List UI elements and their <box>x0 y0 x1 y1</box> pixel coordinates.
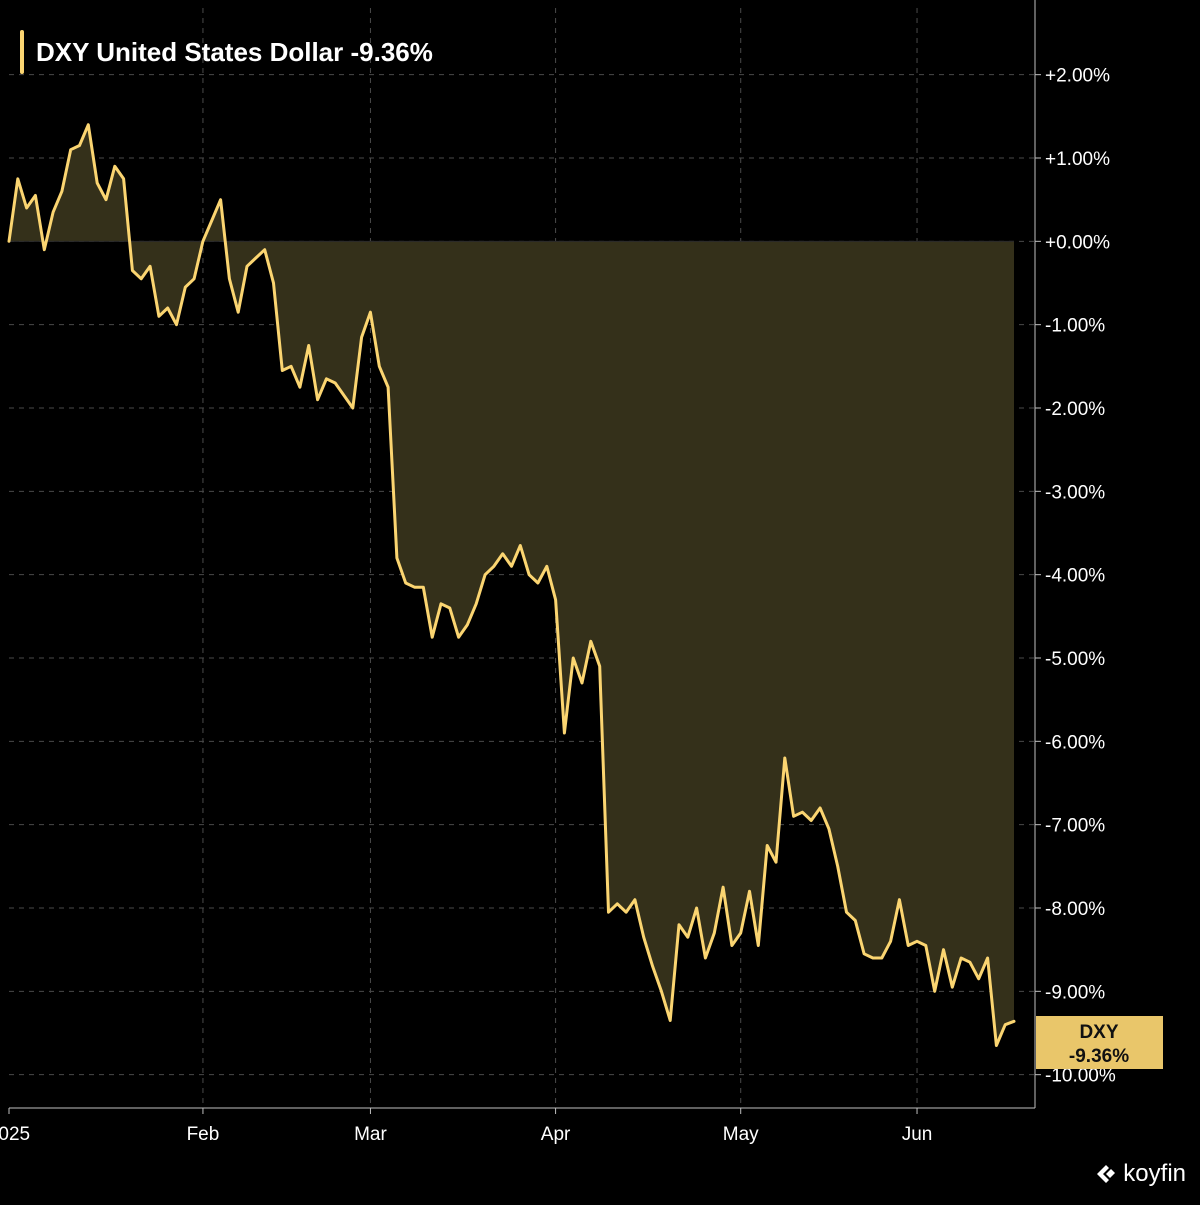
badge-background <box>1036 1016 1163 1069</box>
x-tick-label: Apr <box>541 1124 571 1145</box>
koyfin-branding[interactable]: koyfin <box>1095 1160 1186 1188</box>
y-tick-label: -6.00% <box>1045 732 1105 753</box>
y-tick-label: -2.00% <box>1045 399 1105 420</box>
x-tick-label: 2025 <box>0 1124 30 1145</box>
y-tick-label: -3.00% <box>1045 482 1105 503</box>
y-tick-label: -7.00% <box>1045 816 1105 837</box>
y-axis-ticks: +2.00% +1.00% +0.00% -1.00% -2.00% -3.00% -4.0… <box>1035 66 1116 1087</box>
last-value-badge: DXY -9.36% <box>1036 1016 1163 1069</box>
series-line-dxy <box>7 123 1016 1047</box>
y-tick-label: +2.00% <box>1045 66 1110 87</box>
koyfin-logo-icon <box>1097 1165 1116 1183</box>
y-tick-label: -8.00% <box>1045 899 1105 920</box>
x-axis-ticks: 2025 Feb Mar Apr May Jun <box>0 1108 932 1145</box>
x-tick-label: Feb <box>187 1124 220 1145</box>
area-layer <box>7 123 1016 1047</box>
y-tick-label: -5.00% <box>1045 649 1105 670</box>
legend-color-marker <box>20 30 24 74</box>
y-tick-label: -10.00% <box>1045 1066 1116 1087</box>
y-tick-label: -4.00% <box>1045 566 1105 587</box>
x-tick-label: Jun <box>902 1124 933 1145</box>
y-tick-label: +1.00% <box>1045 149 1110 170</box>
branding-text: koyfin <box>1123 1160 1186 1187</box>
x-tick-label: Mar <box>354 1124 387 1145</box>
y-tick-label: +0.00% <box>1045 232 1110 253</box>
chart-title: DXY United States Dollar -9.36% <box>36 37 433 67</box>
y-tick-label: -1.00% <box>1045 316 1105 337</box>
chart-legend[interactable]: DXY United States Dollar -9.36% <box>20 30 433 74</box>
x-tick-label: May <box>723 1124 759 1145</box>
series-area-fill <box>9 124 1014 1046</box>
axis-layer <box>9 0 1036 1109</box>
badge-value: -9.36% <box>1069 1046 1129 1067</box>
y-tick-label: -9.00% <box>1045 982 1105 1003</box>
badge-ticker: DXY <box>1079 1022 1118 1043</box>
